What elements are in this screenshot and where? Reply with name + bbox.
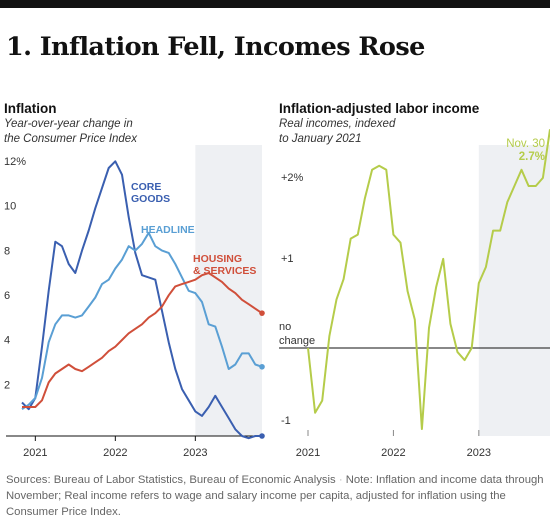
income-chart-subtitle: Real incomes, indexed to January 2021 [279,117,395,147]
inflation-subtitle-line2: the Consumer Price Index [4,133,137,145]
series-label-core-goods: CORE [131,181,161,193]
income-subtitle-line1: Real incomes, indexed [279,118,396,130]
income-y-tick-label: +1 [281,253,294,265]
series-endpoint-housing-services [259,310,265,316]
series-line-real-income [307,129,550,430]
footer-note: Note: Inflation and income data through [345,474,544,486]
inflation-chart-title: Inflation [4,101,57,116]
footer-line3: Consumer Price Index. [6,506,121,518]
income-chart-title: Inflation-adjusted labor income [279,101,480,116]
inflation-x-tick-label: 2021 [23,447,47,459]
inflation-y-tick-label: 4 [4,335,10,347]
top-rule [0,0,550,8]
inflation-shaded-region [195,145,262,436]
footer-separator: · [338,474,343,486]
income-y-tick-label: no [279,321,291,333]
income-y-tick-label: -1 [281,415,291,427]
inflation-y-tick-label: 10 [4,201,16,213]
inflation-subtitle-line1: Year-over-year change in [4,118,133,130]
income-y-tick-label: change [279,335,315,347]
inflation-chart-subtitle: Year-over-year change in the Consumer Pr… [4,117,137,147]
income-annotation-date: Nov. 30 [506,138,545,150]
inflation-y-tick-label: 12% [4,156,26,168]
inflation-y-tick-label: 2 [4,379,10,391]
series-label-housing-services: HOUSING [193,253,242,265]
footer-line2: November; Real income refers to wage and… [6,490,506,502]
inflation-y-tick-label: 8 [4,245,10,257]
income-x-tick-label: 2021 [296,447,320,459]
series-label-housing-services: & SERVICES [193,265,256,277]
inflation-x-tick-label: 2022 [103,447,127,459]
series-line-core-goods [21,160,262,440]
footer-line1: Sources: Bureau of Labor Statistics, Bur… [6,472,546,488]
income-y-tick-label: +2% [281,172,304,184]
page-headline: 1. Inflation Fell, Incomes Rose [6,32,425,62]
footer-sources: Sources: Bureau of Labor Statistics, Bur… [6,474,336,486]
series-endpoint-headline [259,363,265,370]
series-line-headline [21,231,263,411]
income-annotation-value: 2.7% [519,151,545,163]
series-endpoint-core-goods [259,433,265,439]
income-subtitle-line2: to January 2021 [279,133,362,145]
inflation-y-tick-label: 6 [4,290,10,302]
income-x-tick-label: 2022 [381,447,405,459]
footer-notes: Sources: Bureau of Labor Statistics, Bur… [6,472,546,520]
income-shaded-region [478,145,550,436]
inflation-x-tick-label: 2023 [183,447,207,459]
income-chart: +2% +1 no change -1 2021 2022 2023 Nov. 302.7% [279,129,550,459]
series-label-core-goods: GOODS [131,193,170,205]
income-x-tick-label: 2023 [467,447,491,459]
series-label-headline: HEADLINE [141,224,195,236]
series-line-housing-services [22,272,263,408]
